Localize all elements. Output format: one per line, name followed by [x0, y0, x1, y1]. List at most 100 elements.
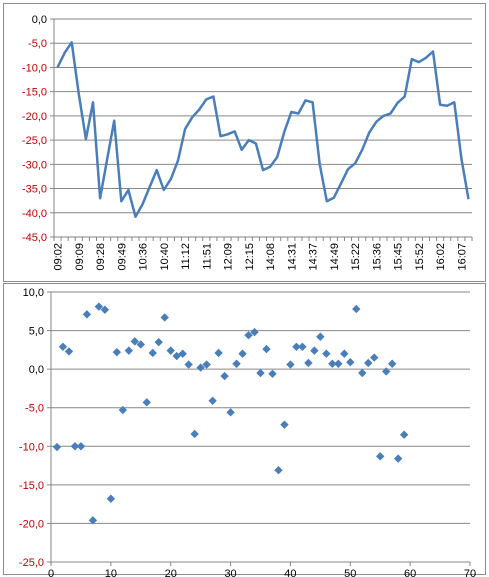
scatter-point [262, 344, 271, 354]
x-tick-label: 15:36 [371, 243, 383, 271]
scatter-point [376, 452, 385, 461]
scatter-point [370, 353, 379, 362]
scatter-point [334, 359, 343, 368]
scatter-point [328, 359, 337, 368]
y-tick-label: 0,0 [29, 364, 44, 376]
line-chart-gridlines [54, 18, 472, 238]
scatter-point [214, 348, 223, 358]
scatter-point [292, 342, 301, 351]
scatter-point [220, 371, 229, 381]
x-tick-label: 09:28 [95, 243, 107, 271]
y-tick-label: -15,0 [19, 480, 44, 492]
scatter-point [148, 348, 157, 358]
x-tick-label: 14:37 [308, 243, 320, 271]
scatter-point [118, 405, 128, 415]
y-tick-label: -25,0 [19, 557, 44, 569]
scatter-point [76, 442, 86, 451]
x-tick-label: 14:49 [329, 243, 341, 271]
scatter-point [244, 331, 253, 340]
scatter-point [238, 349, 247, 358]
scatter-point [208, 396, 217, 405]
y-tick-label: 5,0 [29, 326, 44, 338]
x-tick-label: 14:31 [286, 243, 298, 271]
scatter-point [94, 302, 104, 311]
x-tick-label: 11:51 [201, 243, 213, 270]
x-tick-label: 20 [165, 568, 177, 577]
x-tick-label: 12:09 [223, 243, 235, 271]
scatter-chart-panel: 10,0 5,0 0,0 -5,0 -10,0 -15,0 -20,0 -25,0 0 10 20… [3, 283, 486, 577]
scatter-chart-gridlines [51, 291, 470, 563]
scatter-point [112, 347, 122, 357]
x-tick-label: 16:02 [435, 243, 447, 271]
x-tick-label: 70 [464, 568, 476, 577]
x-tick-label: 16:07 [456, 243, 468, 271]
scatter-point [136, 340, 145, 349]
y-tick-label: -5,0 [25, 403, 44, 415]
y-tick-label: -5,0 [28, 38, 47, 50]
scatter-point [202, 360, 211, 369]
x-tick-label: 10:40 [159, 243, 171, 271]
y-tick-label: 0,0 [32, 14, 47, 26]
x-tick-label: 10 [105, 568, 117, 577]
y-tick-label: -10,0 [22, 62, 47, 74]
x-tick-label: 14:08 [265, 243, 277, 271]
scatter-point [64, 347, 74, 356]
scatter-chart-x-axis: 0 10 20 30 40 50 60 70 [48, 562, 476, 577]
scatter-point [160, 313, 169, 322]
scatter-point [130, 337, 139, 346]
scatter-point [232, 359, 241, 368]
y-tick-label: -30,0 [22, 159, 47, 171]
scatter-chart-y-axis: 10,0 5,0 0,0 -5,0 -10,0 -15,0 -20,0 -25,0 [19, 287, 52, 569]
scatter-point [154, 337, 163, 347]
x-tick-label: 30 [224, 568, 236, 577]
scatter-point [268, 369, 277, 378]
scatter-point [322, 349, 331, 358]
scatter-point [250, 327, 259, 337]
scatter-point [346, 358, 355, 367]
y-tick-label: -40,0 [22, 208, 47, 220]
x-tick-label: 15:45 [393, 243, 405, 271]
x-tick-label: 40 [284, 568, 296, 577]
y-tick-label: -15,0 [22, 87, 47, 99]
scatter-point [352, 304, 361, 314]
scatter-point [280, 420, 289, 429]
scatter-point [196, 363, 205, 372]
scatter-point [184, 360, 193, 369]
y-tick-label: -35,0 [22, 184, 47, 196]
scatter-point [387, 359, 397, 368]
scatter-point [142, 398, 151, 407]
x-tick-label: 11:12 [180, 243, 192, 270]
y-tick-label: -10,0 [19, 441, 44, 453]
x-tick-label: 09:09 [74, 243, 86, 271]
scatter-point [304, 358, 313, 368]
scatter-point [364, 358, 373, 368]
x-tick-label: 60 [404, 568, 416, 577]
x-tick-label: 50 [344, 568, 356, 577]
scatter-point [100, 305, 110, 314]
scatter-point [124, 346, 134, 355]
x-tick-label: 09:02 [53, 243, 65, 271]
x-tick-label: 12:15 [244, 243, 256, 271]
scatter-point [70, 442, 80, 451]
scatter-point [340, 349, 349, 358]
line-chart-panel: 0,0 -5,0 -10,0 -15,0 -20,0 -25,0 -30,0 -35,0 -40… [3, 3, 486, 282]
line-chart-x-axis: 09:02 09:09 09:28 09:49 10:36 10:40 11:12 11:51… [53, 237, 473, 271]
scatter-point [58, 342, 68, 351]
y-tick-label: 10,0 [23, 287, 44, 299]
y-tick-label: -20,0 [19, 518, 44, 530]
x-tick-label: 09:49 [116, 243, 128, 271]
scatter-point [82, 310, 92, 319]
series-line [56, 41, 470, 218]
line-chart-series [56, 41, 470, 218]
scatter-point [166, 346, 175, 355]
scatter-point [298, 342, 307, 351]
scatter-point [358, 368, 367, 378]
line-chart: 0,0 -5,0 -10,0 -15,0 -20,0 -25,0 -30,0 -35,0 -40… [22, 14, 473, 271]
x-tick-label: 0 [48, 568, 54, 577]
scatter-point [310, 346, 319, 355]
scatter-point [274, 466, 283, 475]
scatter-chart: 10,0 5,0 0,0 -5,0 -10,0 -15,0 -20,0 -25,0 0 10 20… [19, 287, 476, 577]
scatter-point [393, 454, 403, 463]
scatter-point [316, 332, 325, 341]
y-tick-label: -25,0 [22, 135, 47, 147]
